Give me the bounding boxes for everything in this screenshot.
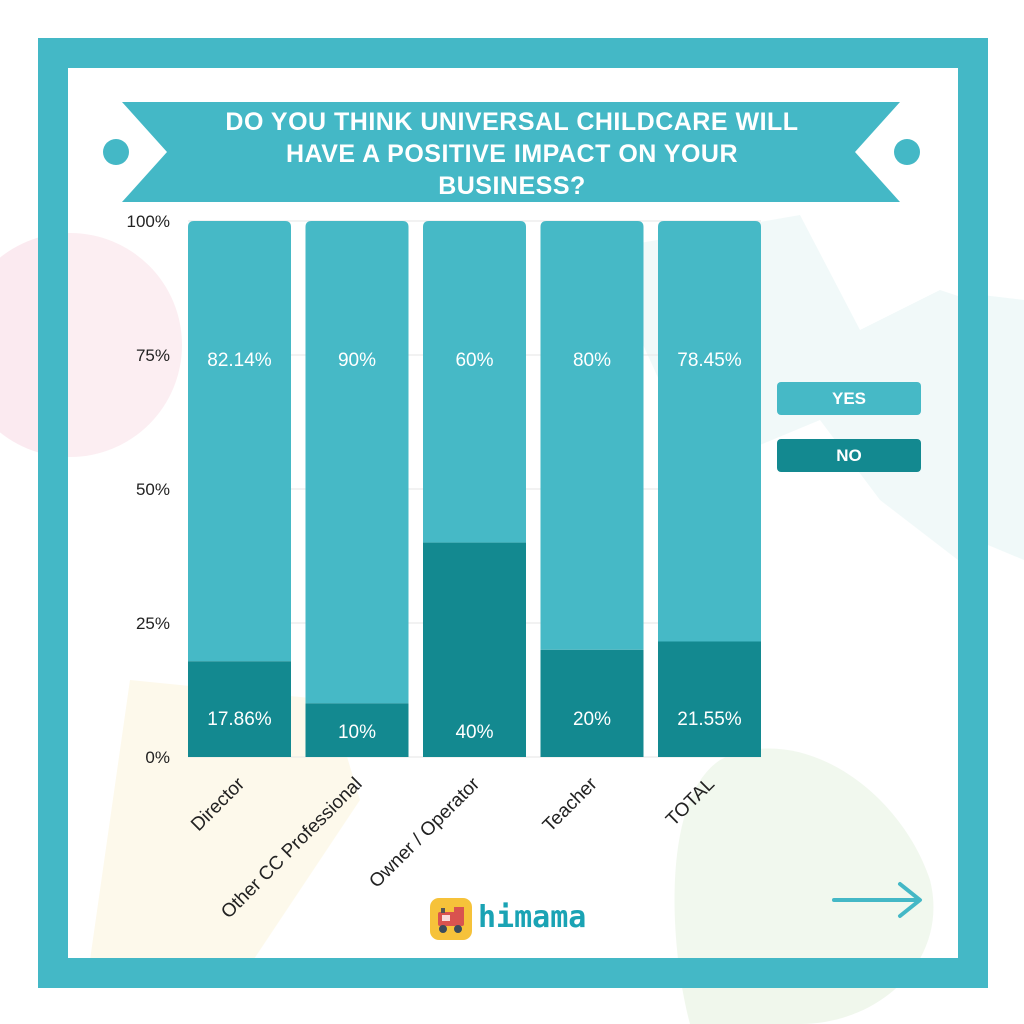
bar-yes-1 [305, 221, 409, 704]
arrow-right-icon[interactable] [830, 878, 926, 922]
bar-yes-3 [540, 221, 644, 650]
bar-no-4 [658, 641, 761, 757]
y-tick-label: 50% [136, 480, 170, 499]
data-label-yes: 90% [338, 350, 376, 371]
bar-no-2 [423, 542, 526, 757]
legend-no: NO [777, 439, 921, 472]
bar-yes-2 [423, 221, 526, 543]
brand-logo: himama [478, 900, 587, 935]
title-banner [103, 102, 920, 202]
bar-no-1 [305, 703, 409, 757]
y-tick-label: 75% [136, 346, 170, 365]
x-tick-label: Director [187, 773, 249, 835]
bar-yes-4 [658, 221, 761, 642]
data-label-yes: 80% [573, 350, 611, 371]
data-label-yes: 82.14% [207, 350, 272, 371]
legend-no-label: NO [836, 445, 862, 465]
data-label-no: 21.55% [677, 709, 742, 730]
bar-no-3 [540, 649, 644, 757]
legend-yes-label: YES [831, 388, 867, 408]
data-label-yes: 78.45% [677, 350, 742, 371]
banner-dot-right [894, 139, 920, 165]
data-label-no: 40% [455, 722, 493, 743]
y-tick-label: 100% [127, 212, 170, 231]
y-tick-label: 0% [145, 748, 170, 767]
bar-yes-0 [188, 221, 291, 662]
y-tick-label: 25% [136, 614, 170, 633]
data-label-no: 10% [338, 722, 376, 743]
train-icon [430, 898, 472, 940]
bar-no-0 [188, 661, 291, 757]
chart-title: DO YOU THINK UNIVERSAL CHILDCARE WILL HA… [225, 108, 799, 200]
banner-dot-left [103, 139, 129, 165]
legend-yes: YES [777, 382, 921, 415]
data-label-yes: 60% [455, 350, 493, 371]
data-label-no: 20% [573, 709, 611, 730]
x-tick-label: Owner / Operator [365, 773, 484, 892]
data-label-no: 17.86% [207, 709, 272, 730]
x-tick-label: Teacher [539, 773, 602, 836]
x-tick-label: TOTAL [662, 774, 719, 831]
